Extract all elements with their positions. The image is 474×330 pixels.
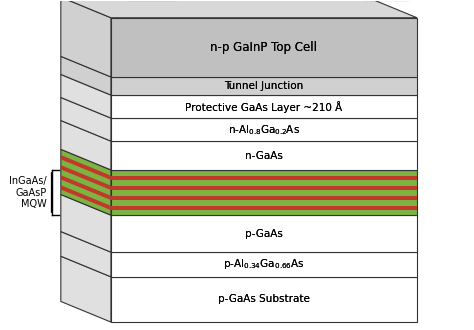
Polygon shape (61, 0, 111, 77)
Polygon shape (61, 232, 111, 277)
Polygon shape (111, 141, 417, 170)
Text: p-GaAs: p-GaAs (245, 229, 283, 239)
Polygon shape (61, 256, 111, 322)
Polygon shape (111, 196, 417, 200)
Text: p-GaAs Substrate: p-GaAs Substrate (218, 294, 310, 305)
Text: InGaAs/
GaAsP
MQW: InGaAs/ GaAsP MQW (9, 176, 47, 209)
Text: p-GaAs Substrate: p-GaAs Substrate (218, 294, 310, 305)
Polygon shape (61, 175, 111, 200)
Polygon shape (111, 118, 417, 141)
Text: Tunnel Junction: Tunnel Junction (224, 81, 303, 91)
Polygon shape (111, 18, 417, 77)
Text: Protective GaAs Layer ~210 Å: Protective GaAs Layer ~210 Å (185, 101, 343, 113)
Text: p-GaAs: p-GaAs (245, 229, 283, 239)
Polygon shape (111, 176, 417, 180)
Polygon shape (61, 0, 417, 18)
Text: n-GaAs: n-GaAs (245, 150, 283, 160)
Polygon shape (111, 206, 417, 210)
Polygon shape (111, 252, 417, 277)
Text: Tunnel Junction: Tunnel Junction (224, 81, 303, 91)
Polygon shape (61, 97, 111, 141)
Polygon shape (111, 77, 417, 95)
Polygon shape (61, 120, 111, 170)
Text: n-Al$_{0.8}$Ga$_{0.2}$As: n-Al$_{0.8}$Ga$_{0.2}$As (228, 123, 300, 137)
Text: p-Al$_{0.34}$Ga$_{0.66}$As: p-Al$_{0.34}$Ga$_{0.66}$As (223, 257, 305, 272)
Polygon shape (111, 170, 417, 215)
Text: n-p GaInP Top Cell: n-p GaInP Top Cell (210, 41, 318, 54)
Text: n-GaAs: n-GaAs (245, 150, 283, 160)
Polygon shape (61, 149, 111, 215)
Text: n-p GaInP Top Cell: n-p GaInP Top Cell (210, 41, 318, 54)
Polygon shape (111, 215, 417, 252)
Polygon shape (61, 194, 111, 252)
Polygon shape (61, 75, 111, 118)
Polygon shape (61, 165, 111, 190)
Polygon shape (111, 186, 417, 190)
Text: Protective GaAs Layer ~210 Å: Protective GaAs Layer ~210 Å (185, 101, 343, 113)
Polygon shape (61, 56, 111, 95)
Polygon shape (61, 185, 111, 210)
Polygon shape (61, 155, 111, 180)
Polygon shape (111, 277, 417, 322)
Polygon shape (111, 95, 417, 118)
Text: n-Al$_{0.8}$Ga$_{0.2}$As: n-Al$_{0.8}$Ga$_{0.2}$As (228, 123, 300, 137)
Text: p-Al$_{0.34}$Ga$_{0.66}$As: p-Al$_{0.34}$Ga$_{0.66}$As (223, 257, 305, 272)
